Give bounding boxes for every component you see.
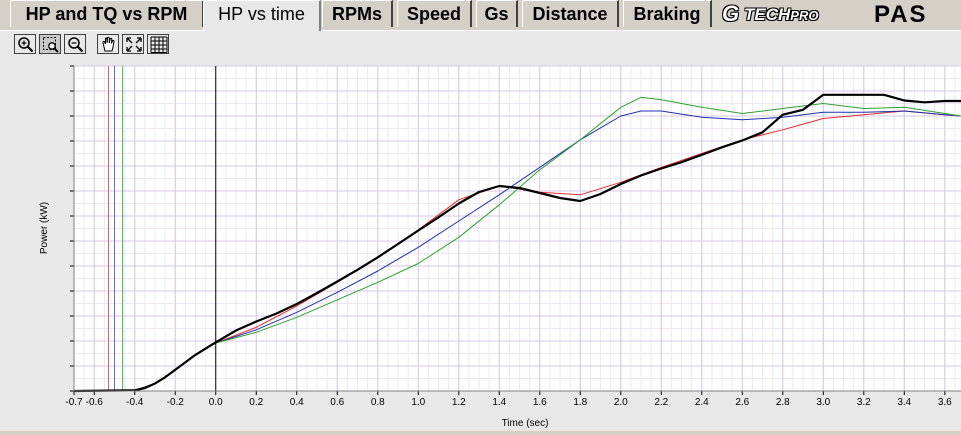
x-tick-label: 1.4 xyxy=(492,397,506,408)
zoom-box-icon xyxy=(43,37,59,53)
gtech-pro-logo: G TECHPRO PAS xyxy=(718,0,961,28)
tab-distance[interactable]: Distance xyxy=(522,0,619,27)
pan-button[interactable] xyxy=(97,34,119,54)
y-axis-label: Power (kW) xyxy=(39,202,50,254)
chart-svg[interactable]: -0.7 -0.6 -0.4 -0.2 0.0 0.2 0.4 0.6 0.8 1.0 1.2 1.4… xyxy=(0,55,961,430)
x-tick-label: 2.2 xyxy=(654,397,668,408)
x-tick-label: 0.4 xyxy=(290,397,304,408)
x-tick-label: 1.0 xyxy=(411,397,425,408)
x-tick-label: 0.0 xyxy=(209,397,223,408)
x-tick-label: 1.2 xyxy=(452,397,466,408)
x-tick-label: 3.0 xyxy=(816,397,830,408)
x-tick-label: 3.4 xyxy=(897,397,911,408)
x-tick-label: -0.2 xyxy=(167,397,185,408)
zoom-in-button[interactable] xyxy=(14,34,36,54)
x-tick-label: 1.8 xyxy=(573,397,587,408)
fit-view-icon xyxy=(126,37,142,52)
tab-gs[interactable]: Gs xyxy=(476,0,518,27)
logo-tech: TECHPRO xyxy=(744,5,818,25)
tab-hp-vs-time[interactable]: HP vs time xyxy=(203,0,321,31)
x-tick-label: -0.4 xyxy=(126,397,144,408)
zoom-box-button[interactable] xyxy=(39,34,61,54)
grid-toggle-button[interactable] xyxy=(147,34,169,54)
zoom-in-icon xyxy=(18,37,34,53)
zoom-out-icon xyxy=(68,37,84,53)
cursor-markers xyxy=(107,66,124,391)
x-tick-label: -0.7 xyxy=(65,397,83,408)
x-axis-label: Time (sec) xyxy=(502,418,549,429)
series-line-0 xyxy=(73,93,961,393)
logo-pas: PAS xyxy=(874,1,928,28)
hp-vs-time-chart: -0.7 -0.6 -0.4 -0.2 0.0 0.2 0.4 0.6 0.8 1.0 1.2 1.4… xyxy=(0,55,961,430)
grid-major xyxy=(73,65,961,392)
tab-rpms[interactable]: RPMs xyxy=(322,0,393,27)
x-tick-label: 3.6 xyxy=(938,397,952,408)
x-axis-ticks: -0.7 -0.6 -0.4 -0.2 0.0 0.2 0.4 0.6 0.8 1.0 1.2 1.4… xyxy=(65,391,952,408)
x-tick-label: 2.0 xyxy=(614,397,628,408)
grid-icon xyxy=(150,36,168,53)
logo-tech-text: TECH xyxy=(744,5,791,24)
x-tick-label: 3.2 xyxy=(857,397,871,408)
tab-bar: HP and TQ vs RPM HP vs time RPMs Speed G… xyxy=(0,0,961,31)
logo-pro-text: PRO xyxy=(790,8,819,23)
tab-braking[interactable]: Braking xyxy=(623,0,712,27)
y-axis-ticks xyxy=(70,65,74,392)
tab-speed[interactable]: Speed xyxy=(397,0,472,27)
x-tick-label: 2.4 xyxy=(695,397,709,408)
x-tick-label: 0.2 xyxy=(249,397,263,408)
fit-view-button[interactable] xyxy=(122,34,144,54)
x-tick-label: -0.6 xyxy=(86,397,104,408)
tab-hp-tq-vs-rpm[interactable]: HP and TQ vs RPM xyxy=(10,0,204,27)
pan-hand-icon xyxy=(102,36,115,52)
x-tick-label: 0.8 xyxy=(371,397,385,408)
x-tick-label: 2.8 xyxy=(776,397,790,408)
zoom-out-button[interactable] xyxy=(64,34,86,54)
series-lines xyxy=(73,93,961,393)
logo-g: G xyxy=(722,1,739,26)
x-tick-label: 0.6 xyxy=(330,397,344,408)
x-tick-label: 1.6 xyxy=(533,397,547,408)
x-tick-label: 2.6 xyxy=(735,397,749,408)
